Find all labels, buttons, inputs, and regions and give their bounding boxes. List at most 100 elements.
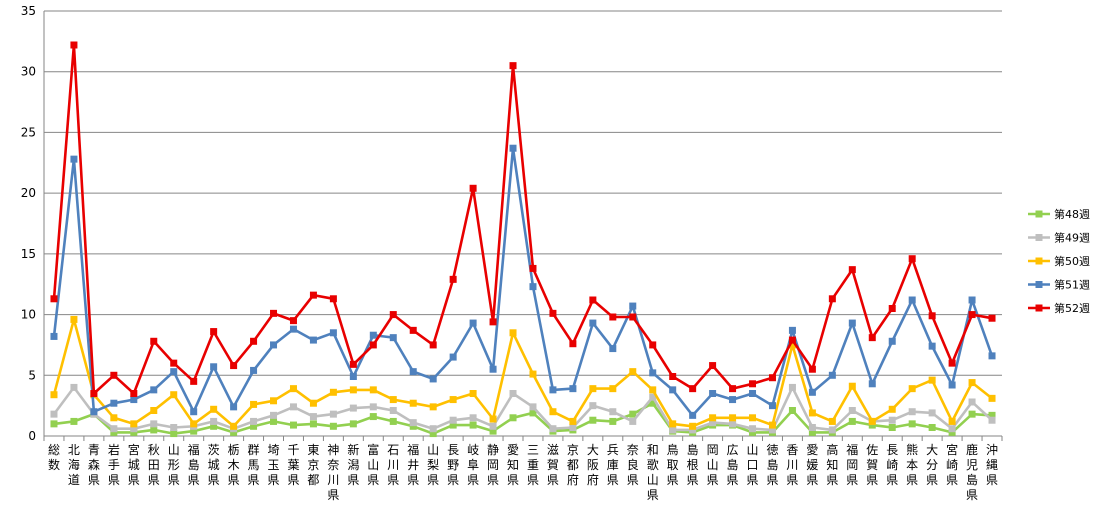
x-tick-label: 大阪府 — [587, 443, 599, 487]
x-tick-label: 北海道 — [68, 443, 80, 487]
data-point — [110, 414, 118, 422]
x-tick-label: 山形県 — [168, 443, 180, 487]
data-point — [908, 255, 916, 263]
data-point — [150, 420, 158, 428]
data-point — [389, 334, 397, 342]
data-point — [270, 397, 278, 405]
legend-label: 第48週 — [1054, 207, 1090, 221]
data-point — [449, 421, 457, 429]
data-point — [409, 422, 417, 430]
data-point — [549, 408, 557, 416]
data-point — [888, 416, 896, 424]
data-point — [170, 368, 178, 376]
data-point — [709, 362, 717, 370]
data-point — [289, 317, 297, 325]
data-point — [270, 309, 278, 317]
x-tick-label: 総数 — [48, 443, 60, 472]
data-point — [250, 422, 258, 430]
data-point — [549, 425, 557, 433]
data-point — [50, 391, 58, 399]
x-tick-label: 山梨県 — [427, 443, 439, 487]
legend-item: 第51週 — [1028, 278, 1090, 292]
data-point — [170, 359, 178, 367]
y-tick-label: 10 — [21, 308, 36, 322]
data-point — [948, 428, 956, 436]
data-point — [469, 184, 477, 192]
data-point — [589, 416, 597, 424]
gridlines — [44, 10, 1002, 376]
data-point — [449, 353, 457, 361]
data-point — [130, 390, 138, 397]
data-point — [130, 425, 138, 433]
data-point — [309, 336, 317, 344]
x-tick-label: 岐阜県 — [467, 443, 479, 487]
data-point — [469, 390, 477, 397]
legend-marker — [1035, 234, 1043, 241]
data-point — [928, 342, 936, 350]
data-point — [509, 414, 517, 422]
data-point — [70, 155, 78, 163]
series-3 — [50, 315, 996, 430]
data-point — [409, 419, 417, 427]
data-point — [170, 430, 178, 438]
data-point — [609, 345, 617, 353]
data-point — [489, 422, 497, 430]
x-tick-label: 神奈川県 — [327, 443, 339, 502]
data-point — [90, 408, 98, 416]
data-point — [210, 422, 218, 430]
x-tick-label: 東京都 — [307, 443, 319, 487]
data-point — [709, 419, 717, 427]
x-tick-label: 広島県 — [727, 443, 739, 487]
data-point — [150, 426, 158, 434]
data-point — [569, 385, 577, 393]
data-point — [429, 375, 437, 383]
legend-item: 第48週 — [1028, 207, 1090, 221]
data-point — [689, 385, 697, 393]
data-point — [469, 319, 477, 327]
x-tick-label: 兵庫県 — [607, 443, 619, 487]
x-tick-label: 群馬県 — [248, 443, 260, 487]
y-tick-label: 35 — [21, 4, 36, 18]
legend-label: 第50週 — [1054, 254, 1090, 268]
data-point — [948, 381, 956, 389]
series-5 — [50, 41, 996, 397]
x-tick-label: 愛知県 — [507, 443, 519, 487]
series-group — [50, 41, 996, 438]
data-point — [250, 366, 258, 374]
data-point — [828, 426, 836, 434]
x-tick-label: 茨城県 — [208, 443, 220, 487]
data-point — [369, 386, 377, 394]
data-point — [329, 295, 337, 303]
data-point — [90, 390, 98, 397]
data-point — [908, 385, 916, 393]
data-point — [210, 328, 218, 336]
data-point — [369, 403, 377, 411]
y-tick-label: 0 — [28, 429, 36, 443]
data-point — [808, 388, 816, 396]
data-point — [210, 363, 218, 371]
data-point — [130, 420, 138, 428]
data-point — [808, 365, 816, 373]
series-4 — [50, 144, 996, 419]
data-point — [369, 331, 377, 339]
data-point — [808, 428, 816, 436]
legend-label: 第51週 — [1054, 278, 1090, 292]
data-point — [529, 370, 537, 378]
data-point — [968, 398, 976, 406]
data-point — [629, 410, 637, 418]
data-point — [649, 386, 657, 394]
data-point — [968, 311, 976, 319]
data-point — [629, 368, 637, 376]
x-tick-label: 沖縄県 — [986, 443, 998, 487]
data-point — [908, 420, 916, 428]
data-point — [868, 334, 876, 342]
data-point — [988, 394, 996, 402]
data-point — [749, 414, 757, 422]
x-tick-label: 三重県 — [527, 443, 539, 487]
data-point — [190, 420, 198, 428]
data-point — [589, 319, 597, 327]
data-point — [928, 376, 936, 384]
data-point — [429, 430, 437, 438]
series-line — [52, 43, 993, 395]
